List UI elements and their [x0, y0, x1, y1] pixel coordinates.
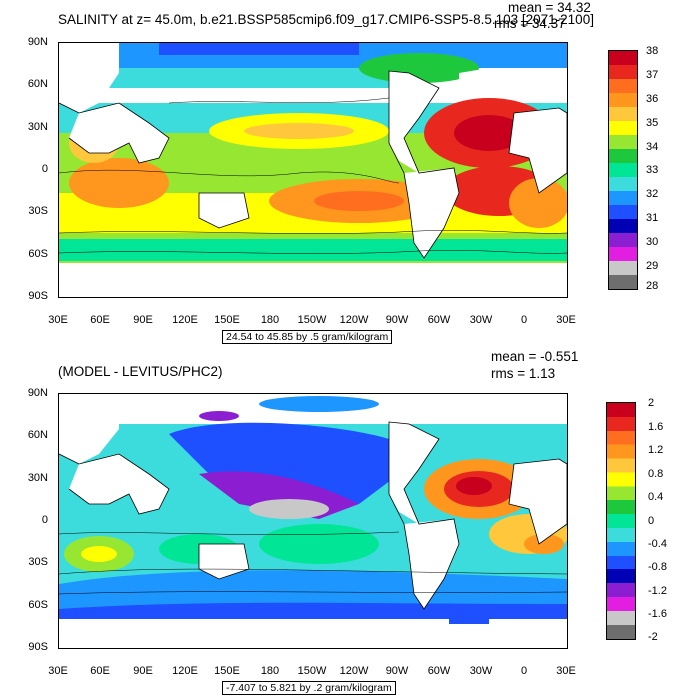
panel1-mean: mean = 34.32: [508, 0, 591, 15]
panel2-lon-label: 0: [520, 665, 528, 677]
panel1-lat-label: 60N: [27, 78, 48, 90]
panel1-colorbar-label: 34: [646, 141, 659, 153]
panel1-colorbar-swatches: [608, 50, 638, 290]
panel1-map: [58, 42, 568, 298]
panel1-colorbar-label: 30: [646, 236, 659, 248]
panel2-lat-label: 60S: [28, 599, 48, 611]
panel1-colorbar-label: 36: [646, 93, 659, 105]
panel1-lon-label: 120E: [172, 314, 198, 326]
panel2-colorbar-label: 0: [648, 515, 655, 527]
panel2-lon-label: 180: [260, 665, 280, 677]
panel1-colorbar-label: 33: [646, 164, 659, 176]
panel1-map-graphic: [59, 43, 567, 297]
panel1-colorbar: [608, 50, 638, 290]
panel1-lat-label: 0: [41, 163, 48, 175]
panel2-lon-label: 150W: [297, 665, 327, 677]
panel1-lon-label: 120W: [339, 314, 369, 326]
panel1-colorbar-label: 38: [646, 45, 659, 57]
panel2-mean: mean = -0.551: [491, 349, 579, 364]
panel2-colorbar-label: -1.6: [648, 608, 667, 620]
panel2-map-graphic: [59, 394, 567, 648]
panel2-lon-label: 30W: [469, 665, 493, 677]
panel2-lat-label: 60N: [27, 429, 48, 441]
panel2-colorbar-label: -0.8: [648, 561, 667, 573]
panel1-lon-label: 150W: [297, 314, 327, 326]
panel2-colorbar-label: 1.6: [648, 421, 664, 433]
panel1-lon-label: 30E: [48, 314, 68, 326]
panel1-lon-label: 30E: [556, 314, 576, 326]
panel1-colorbar-label: 32: [646, 188, 659, 200]
panel1-lon-label: 90E: [133, 314, 153, 326]
panel1-lat-label: 30S: [28, 205, 48, 217]
panel1-lon-label: 180: [260, 314, 280, 326]
panel2-lon-label: 120W: [339, 665, 369, 677]
panel2-lon-label: 90W: [385, 665, 409, 677]
panel1-lon-label: 60E: [90, 314, 110, 326]
panel2-lon-label: 150E: [214, 665, 240, 677]
panel1-lon-label: 0: [520, 314, 528, 326]
panel1-lon-label: 60W: [427, 314, 451, 326]
panel1-colorbar-label: 29: [646, 260, 659, 272]
panel2-lat-label: 90N: [27, 387, 48, 399]
panel2-title: (MODEL - LEVITUS/PHC2): [58, 364, 223, 379]
panel2-lat-label: 90S: [28, 641, 48, 653]
panel2-lat-label: 30N: [27, 472, 48, 484]
panel1-lon-label: 30W: [469, 314, 493, 326]
panel2-colorbar-label: -0.4: [648, 538, 667, 550]
panel1-lon-label: 90W: [385, 314, 409, 326]
panel2-rms: rms = 1.13: [491, 366, 556, 381]
panel2-colorbar-swatches: [606, 402, 636, 640]
panel2-lat-label: 0: [41, 514, 48, 526]
panel2-colorbar-label: 0.4: [648, 491, 664, 503]
panel1-colorbar-label: 31: [646, 212, 659, 224]
panel2-lon-label: 120E: [172, 665, 198, 677]
panel2-lon-label: 60W: [427, 665, 451, 677]
panel2-lat-label: 30S: [28, 556, 48, 568]
panel2-colorbar-label: 1.2: [648, 444, 664, 456]
panel2-lon-label: 30E: [556, 665, 576, 677]
panel1-lat-label: 30N: [27, 121, 48, 133]
panel2-colorbar-label: 0.8: [648, 468, 664, 480]
panel2-contour-info: -7.407 to 5.821 by .2 gram/kilogram: [222, 681, 396, 695]
panel2-lon-label: 60E: [90, 665, 110, 677]
panel1-rms: rms = 34.37: [494, 16, 566, 31]
panel1-lat-label: 60S: [28, 248, 48, 260]
panel2-colorbar-label: -1.2: [648, 585, 667, 597]
panel1-lat-label: 90S: [28, 290, 48, 302]
panel1-lat-label: 90N: [27, 36, 48, 48]
panel1-colorbar-label: 28: [646, 280, 659, 292]
panel1-contour-info: 24.54 to 45.85 by .5 gram/kilogram: [222, 330, 393, 344]
panel2-colorbar: [606, 402, 636, 640]
panel2-lon-label: 30E: [48, 665, 68, 677]
panel2-lon-label: 90E: [133, 665, 153, 677]
panel2-colorbar-label: -2: [648, 631, 658, 643]
panel2-map: [58, 393, 568, 649]
panel1-colorbar-label: 35: [646, 117, 659, 129]
panel1-title: SALINITY at z= 45.0m, b.e21.BSSP585cmip6…: [58, 12, 594, 27]
panel1-lon-label: 150E: [214, 314, 240, 326]
panel1-colorbar-label: 37: [646, 69, 659, 81]
panel2-colorbar-label: 2: [648, 397, 655, 409]
